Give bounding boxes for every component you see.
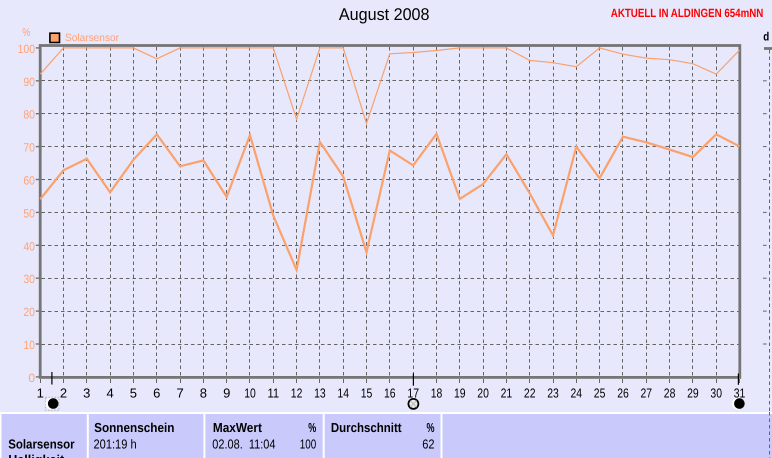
svg-text:70: 70 bbox=[23, 141, 35, 155]
svg-text:AKTUELL IN ALDINGEN 654mNN: AKTUELL IN ALDINGEN 654mNN bbox=[611, 6, 764, 20]
svg-text:5: 5 bbox=[130, 385, 137, 400]
svg-text:50: 50 bbox=[23, 206, 35, 220]
svg-text:Solarsensor: Solarsensor bbox=[65, 32, 119, 44]
svg-text:62: 62 bbox=[422, 437, 434, 452]
svg-text:30: 30 bbox=[23, 272, 35, 286]
svg-text:80: 80 bbox=[23, 108, 35, 122]
svg-text:2: 2 bbox=[60, 385, 67, 400]
svg-text:14: 14 bbox=[337, 385, 349, 400]
svg-text:%: % bbox=[427, 420, 435, 435]
svg-text:23: 23 bbox=[547, 385, 559, 400]
svg-text:25: 25 bbox=[594, 385, 606, 400]
svg-text:22: 22 bbox=[524, 385, 536, 400]
svg-text:1: 1 bbox=[37, 385, 44, 400]
svg-text:31: 31 bbox=[734, 385, 746, 400]
svg-text:27: 27 bbox=[641, 385, 653, 400]
svg-text:13: 13 bbox=[314, 385, 326, 400]
svg-text:Helligkeit: Helligkeit bbox=[8, 452, 65, 458]
svg-text:24: 24 bbox=[571, 385, 583, 400]
svg-text:28: 28 bbox=[664, 385, 676, 400]
svg-text:40: 40 bbox=[23, 239, 35, 253]
svg-text:7: 7 bbox=[176, 385, 183, 400]
svg-text:20: 20 bbox=[23, 305, 35, 319]
svg-text:11: 11 bbox=[268, 385, 280, 400]
svg-text:18: 18 bbox=[431, 385, 443, 400]
svg-text:29: 29 bbox=[687, 385, 699, 400]
svg-text:6: 6 bbox=[153, 385, 160, 400]
svg-text:60: 60 bbox=[23, 174, 35, 188]
svg-text:%: % bbox=[22, 27, 30, 39]
svg-text:3: 3 bbox=[83, 385, 90, 400]
svg-text:9: 9 bbox=[223, 385, 230, 400]
svg-text:30: 30 bbox=[710, 385, 722, 400]
svg-text:100: 100 bbox=[300, 437, 317, 452]
svg-text:26: 26 bbox=[617, 385, 629, 400]
svg-text:%: % bbox=[308, 420, 316, 435]
svg-text:12: 12 bbox=[291, 385, 303, 400]
svg-text:16: 16 bbox=[384, 385, 396, 400]
svg-text:10: 10 bbox=[23, 338, 35, 352]
svg-text:21: 21 bbox=[501, 385, 513, 400]
svg-text:4: 4 bbox=[106, 385, 113, 400]
svg-text:20: 20 bbox=[477, 385, 489, 400]
svg-text:15: 15 bbox=[361, 385, 373, 400]
svg-text:201:19 h: 201:19 h bbox=[94, 437, 137, 452]
svg-text:90: 90 bbox=[23, 75, 35, 89]
svg-text:0: 0 bbox=[28, 371, 35, 385]
svg-text:Durchschnitt: Durchschnitt bbox=[331, 420, 402, 435]
svg-text:MaxWert: MaxWert bbox=[213, 420, 263, 435]
svg-text:Solarsensor: Solarsensor bbox=[8, 437, 74, 452]
svg-text:8: 8 bbox=[200, 385, 207, 400]
svg-text:02.08. 11:04: 02.08. 11:04 bbox=[212, 437, 275, 452]
svg-text:100: 100 bbox=[18, 42, 36, 56]
svg-text:Sonnenschein: Sonnenschein bbox=[94, 420, 174, 435]
svg-text:17: 17 bbox=[407, 385, 419, 400]
svg-text:19: 19 bbox=[454, 385, 466, 400]
svg-text:10: 10 bbox=[244, 385, 256, 400]
svg-text:d: d bbox=[763, 30, 769, 44]
svg-text:August 2008: August 2008 bbox=[339, 5, 430, 24]
